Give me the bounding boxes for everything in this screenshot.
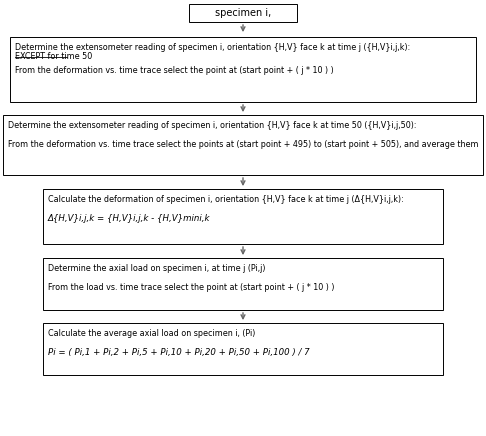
Bar — [43, 189, 443, 244]
Text: specimen i,: specimen i, — [215, 8, 271, 18]
Bar — [43, 323, 443, 375]
Bar — [189, 4, 297, 22]
Text: From the deformation vs. time trace select the points at (start point + 495) to : From the deformation vs. time trace sele… — [8, 140, 479, 149]
Text: Calculate the average axial load on specimen i, (Pi): Calculate the average axial load on spec… — [48, 329, 255, 338]
Bar — [43, 258, 443, 310]
Text: From the load vs. time trace select the point at (start point + ( j * 10 ) ): From the load vs. time trace select the … — [48, 283, 334, 292]
Bar — [3, 115, 483, 175]
Bar — [10, 37, 476, 102]
Text: Calculate the deformation of specimen i, orientation {H,V} face k at time j (Δ{H: Calculate the deformation of specimen i,… — [48, 195, 404, 204]
Text: EXCEPT for time 50: EXCEPT for time 50 — [15, 52, 92, 61]
Text: Pi = ( Pi,1 + Pi,2 + Pi,5 + Pi,10 + Pi,20 + Pi,50 + Pi,100 ) / 7: Pi = ( Pi,1 + Pi,2 + Pi,5 + Pi,10 + Pi,2… — [48, 347, 310, 357]
Text: Determine the extensometer reading of specimen i, orientation {H,V} face k at ti: Determine the extensometer reading of sp… — [8, 121, 417, 130]
Text: Determine the axial load on specimen i, at time j (Pi,j): Determine the axial load on specimen i, … — [48, 264, 265, 273]
Text: From the deformation vs. time trace select the point at (start point + ( j * 10 : From the deformation vs. time trace sele… — [15, 65, 334, 75]
Text: Determine the extensometer reading of specimen i, orientation {H,V} face k at ti: Determine the extensometer reading of sp… — [15, 43, 410, 52]
Text: Δ{H,V}i,j,k = {H,V}i,j,k - {H,V}mini,k: Δ{H,V}i,j,k = {H,V}i,j,k - {H,V}mini,k — [48, 214, 210, 223]
